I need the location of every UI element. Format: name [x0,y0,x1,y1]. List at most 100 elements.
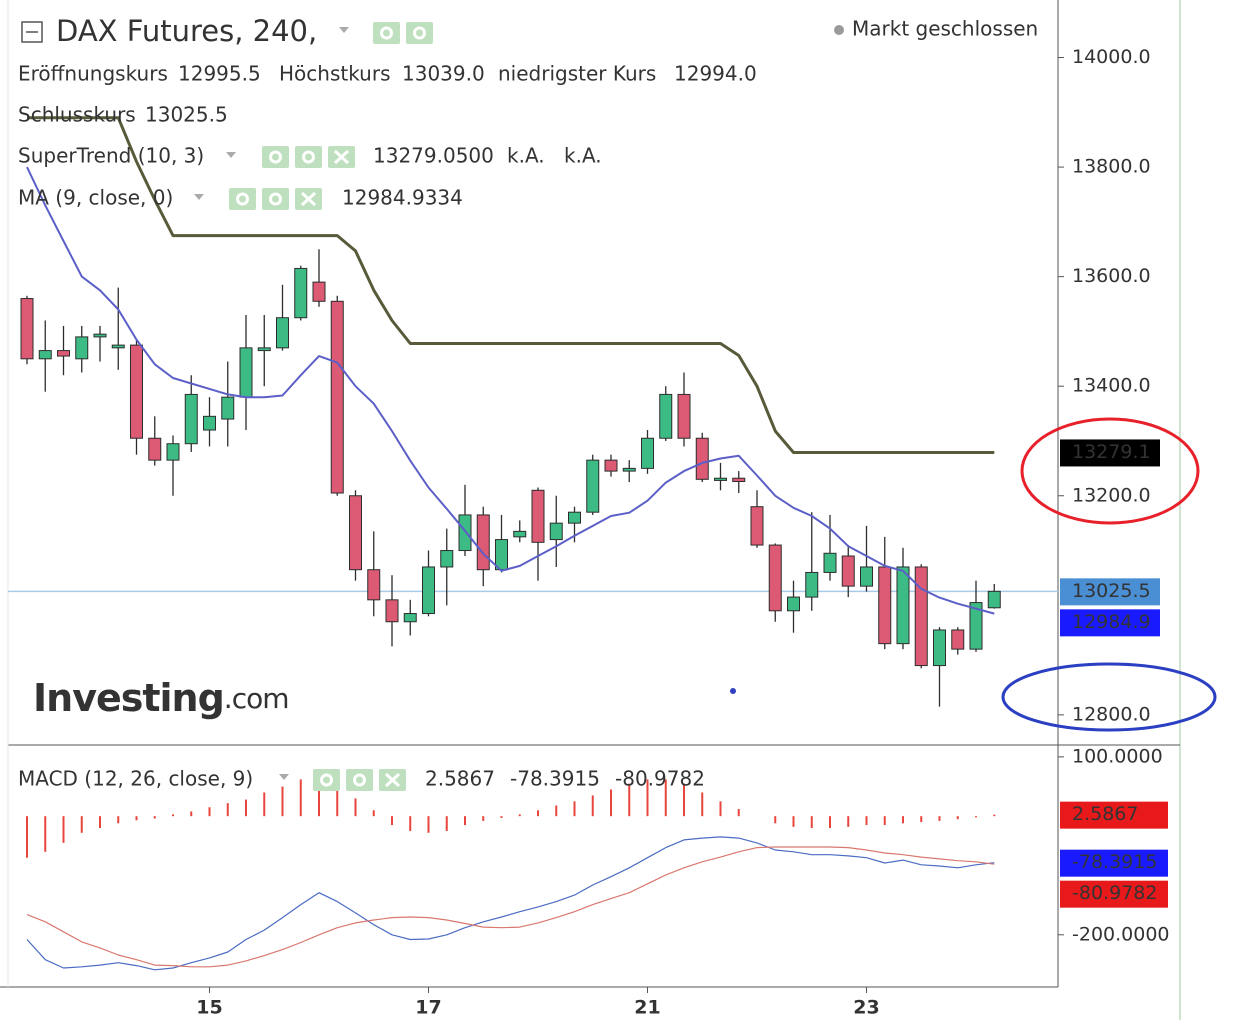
indicator-button[interactable] [229,188,256,210]
candle-body [239,347,253,398]
button-glyph [269,192,282,206]
candle-body [969,602,983,650]
candle-body [495,539,508,571]
marks [8,57,1064,993]
candle-body [330,300,344,494]
legend-value: 12995.5 [178,62,261,86]
legend-name: niedrigster Kurs [498,62,656,86]
overlay-line [27,116,995,454]
price-badge-label: -78.3915 [1072,851,1157,873]
candle-body [385,599,399,623]
candle-body [641,437,654,469]
y-tick-label: 13400.0 [1072,375,1151,397]
candle-body [860,566,873,587]
button-glyph [302,150,315,164]
legend-name: MACD (12, 26, close, 9) [18,767,253,791]
button-bg [373,22,400,44]
candle-body [148,437,162,461]
annotation-ellipse [1001,662,1217,732]
candle-body [787,596,800,612]
button-bg [313,769,340,791]
y-tick-label: 14000.0 [1072,46,1151,68]
button-glyph [353,773,366,787]
legend-value: 13279.0500 [373,144,494,168]
y-tick-label: 100.0000 [1072,745,1163,767]
legend-value: -80.9782 [615,767,705,791]
legend-name: SuperTrend (10, 3) [18,144,204,168]
candle-body [568,511,581,524]
button-glyph [384,772,401,788]
candle-body [166,443,180,461]
candle-body [57,350,70,357]
candle-body [20,298,34,360]
y-tick-label: 13600.0 [1072,265,1151,287]
candle-body [604,459,618,472]
button-glyph [236,192,249,206]
status-dot [834,25,844,35]
collapse-box[interactable] [21,21,43,43]
dropdown-arrow[interactable] [279,774,289,780]
dropdown-arrow[interactable] [339,27,349,33]
indicator-button[interactable] [346,769,373,791]
indicator-button[interactable] [262,146,289,168]
indicator-button[interactable] [379,769,406,791]
candle-body [349,495,362,571]
y-tick-label: 13800.0 [1072,156,1151,178]
legend-name: MA (9, close, 0) [18,186,173,210]
candle-body [184,393,198,445]
candle-body [203,415,216,431]
legend-name: Höchstkurs [279,62,391,86]
indicator-button[interactable] [313,769,340,791]
annotation-dot [730,688,736,694]
candle-body [677,393,691,439]
candle-body [622,467,636,472]
dropdown-arrow[interactable] [226,152,236,158]
price-badge-label: 13279.1 [1072,441,1151,463]
x-tick-label: 21 [634,997,660,1019]
candle-body [294,267,308,319]
candle-body [367,569,381,601]
candle-body [458,514,472,552]
candle-body [768,544,782,612]
price-badge [1060,801,1168,829]
button-glyph [333,149,350,165]
candle-body [93,333,107,338]
button-glyph [413,26,426,40]
macd-line [26,836,995,971]
legend-value: 12994.0 [674,62,757,86]
overlay-line [26,166,995,615]
price-badge-label: 13025.5 [1072,580,1151,602]
indicator-button[interactable] [373,22,400,44]
price-badge [1060,880,1168,908]
candle-body [221,396,235,420]
dropdown-arrow[interactable] [194,194,204,200]
candle-body [531,489,545,543]
candle-body [714,477,727,481]
annotation-ellipse [1020,417,1200,525]
button-glyph [269,150,282,164]
candle-body [38,350,52,360]
indicator-button[interactable] [406,22,433,44]
button-glyph [380,26,393,40]
x-tick-label: 23 [853,997,879,1019]
candle-body [914,566,928,667]
price-badge-label: 2.5867 [1072,803,1138,825]
indicator-button[interactable] [295,146,322,168]
y-tick-label: 13200.0 [1072,484,1151,506]
button-bg [406,22,433,44]
legend-value: k.A. [564,144,602,168]
candle-body [403,613,417,623]
status: Markt geschlossen [852,17,1038,41]
indicator-button[interactable] [295,188,322,210]
legend-value: k.A. [507,144,545,168]
button-glyph [320,773,333,787]
indicator-button[interactable] [262,188,289,210]
logo: Investing.com [33,676,289,720]
legend-value: 2.5867 [425,767,495,791]
legend-value: 13025.5 [145,103,228,127]
candle-body [951,629,965,650]
indicator-button[interactable] [328,146,355,168]
candle-body [276,317,289,349]
button-bg [346,769,373,791]
